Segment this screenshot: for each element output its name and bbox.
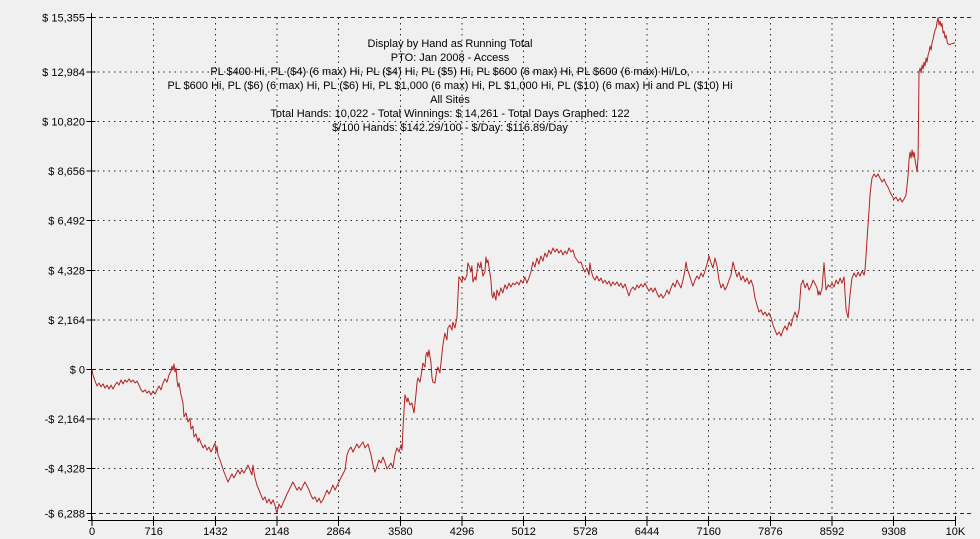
running-total-line [91, 17, 956, 515]
y-tick-label: $ 4,328 [48, 265, 85, 277]
x-tick-label: 0 [89, 526, 95, 538]
x-tick-label: 5728 [573, 526, 597, 538]
chart-sites: All Sites [430, 94, 470, 106]
chart-totals: Total Hands: 10,022 - Total Winnings: $ … [270, 108, 630, 120]
x-tick-label: 10K [946, 526, 966, 538]
chart-games-line-2: PL $600 Hi, PL ($6) (6 max) Hi, PL ($6) … [167, 80, 733, 92]
x-tick-label: 2864 [326, 526, 350, 538]
x-tick-label: 7876 [758, 526, 782, 538]
y-tick-label: $ 6,492 [48, 216, 85, 228]
x-tick-label: 4296 [450, 526, 474, 538]
y-tick-label: $ 0 [70, 365, 85, 377]
x-tick-label: 1432 [203, 526, 227, 538]
y-tick-label: $ 8,656 [48, 166, 85, 178]
x-tick-label: 2148 [265, 526, 289, 538]
y-tick-label: $ 2,164 [48, 315, 85, 327]
y-tick-label: $ 15,355 [42, 13, 85, 25]
chart-games-line-1: PL $400 Hi, PL ($4) (6 max) Hi, PL ($4) … [210, 66, 690, 78]
x-tick-label: 9308 [881, 526, 905, 538]
x-tick-label: 3580 [388, 526, 412, 538]
chart-title: Display by Hand as Running Total [367, 38, 533, 50]
y-tick-label: $ 10,820 [42, 117, 85, 129]
chart-period: PTO: Jan 2008 - Access [390, 52, 510, 64]
y-tick-label: -$ 2,164 [45, 414, 85, 426]
x-tick-label: 6444 [635, 526, 659, 538]
x-tick-label: 7160 [696, 526, 720, 538]
x-tick-label: 716 [144, 526, 162, 538]
x-tick-label: 5012 [511, 526, 535, 538]
chart-rates: $/100 Hands: $142.29/100 - $/Day: $116.8… [332, 122, 568, 134]
x-tick-label: 8592 [820, 526, 844, 538]
y-tick-label: $ 12,984 [42, 67, 85, 79]
chart-header: Display by Hand as Running Total PTO: Ja… [92, 37, 808, 135]
y-tick-label: -$ 4,328 [45, 464, 85, 476]
y-tick-label: -$ 6,288 [45, 509, 85, 521]
